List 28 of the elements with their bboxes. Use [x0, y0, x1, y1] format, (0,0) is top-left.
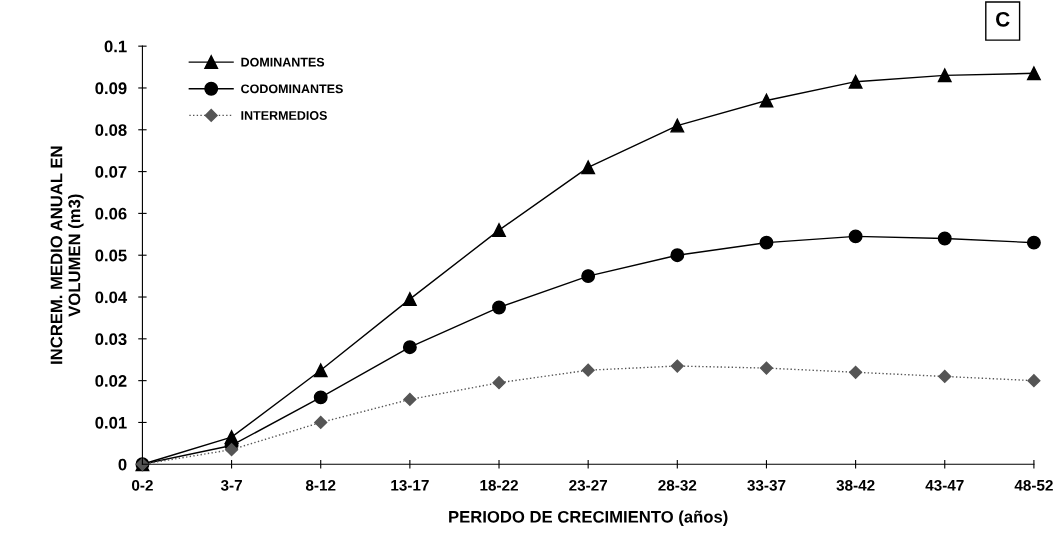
legend-label: DOMINANTES: [241, 57, 325, 67]
x-tick-label: 13-17: [391, 479, 429, 491]
x-tick-label: 33-37: [747, 479, 786, 491]
y-axis-title: INCREM. MEDIO ANUAL EN VOLUMEN (m3): [50, 146, 84, 364]
y-tick-label: 0.08: [95, 124, 127, 136]
y-tick-label: 0.1: [104, 40, 127, 53]
legend-label: INTERMEDIOS: [241, 111, 327, 120]
x-tick-label: 0-2: [131, 479, 153, 491]
y-tick-label: 0.07: [95, 165, 127, 178]
x-tick-label: 28-32: [658, 479, 697, 491]
x-tick-label: 3-7: [220, 479, 242, 491]
x-tick-label: 8-12: [305, 479, 336, 491]
y-tick-label: 0.06: [95, 207, 127, 220]
x-tick-label: 23-27: [569, 479, 608, 491]
x-tick-label: 38-42: [836, 479, 875, 491]
y-tick-label: 0.09: [95, 82, 127, 95]
y-tick-label: 0.05: [95, 249, 127, 262]
x-tick-label: 48-52: [1014, 479, 1053, 491]
y-tick-label: 0: [118, 458, 127, 471]
x-tick-label: 18-22: [480, 479, 518, 491]
y-tick-label: 0.01: [95, 416, 127, 429]
legend-label: CODOMINANTES: [241, 84, 343, 94]
y-tick-label: 0.02: [95, 375, 127, 387]
x-axis-title: PERIODO DE CRECIMIENTO (años): [449, 510, 728, 526]
y-tick-label: 0.03: [95, 333, 127, 346]
text: C: [996, 11, 1010, 27]
x-tick-label: 43-47: [925, 479, 964, 491]
y-tick-label: 0.04: [95, 291, 128, 304]
